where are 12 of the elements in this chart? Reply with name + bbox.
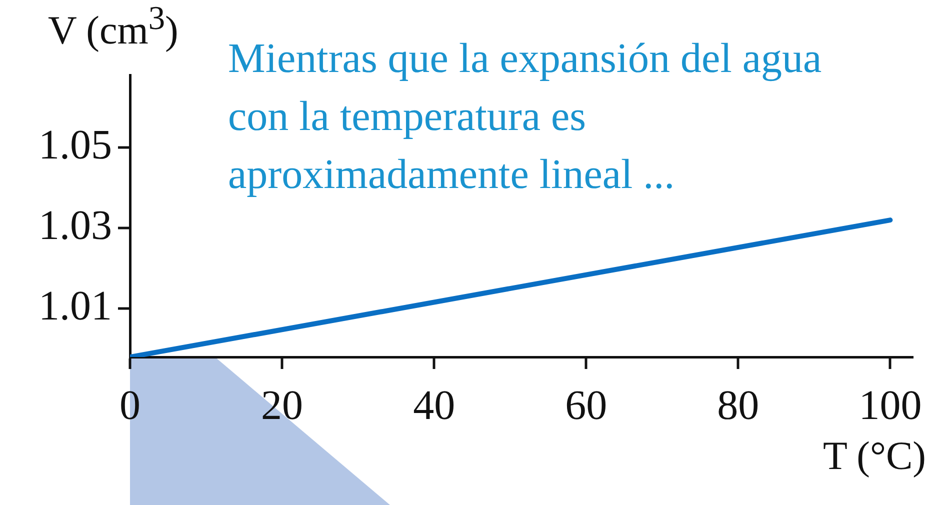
x-tick-label: 100 bbox=[858, 383, 922, 430]
y-tick-label: 1.05 bbox=[38, 122, 112, 169]
x-tick-label: 80 bbox=[717, 383, 760, 430]
y-tick-label: 1.03 bbox=[38, 203, 112, 250]
annotation: Mientras que la expansión del agua con la temperatura es aproximadamente lineal ... bbox=[228, 35, 823, 200]
x-axis-title: T (°C) bbox=[822, 432, 926, 479]
x-tick-label: 40 bbox=[413, 383, 456, 430]
y-axis-title: V (cm$^{3}$) bbox=[48, 0, 178, 54]
y-tick-label: 1.01 bbox=[38, 284, 112, 330]
x-tick-label: 0 bbox=[120, 383, 140, 430]
x-tick-label: 60 bbox=[565, 383, 608, 430]
x-tick-label: 20 bbox=[261, 383, 304, 430]
